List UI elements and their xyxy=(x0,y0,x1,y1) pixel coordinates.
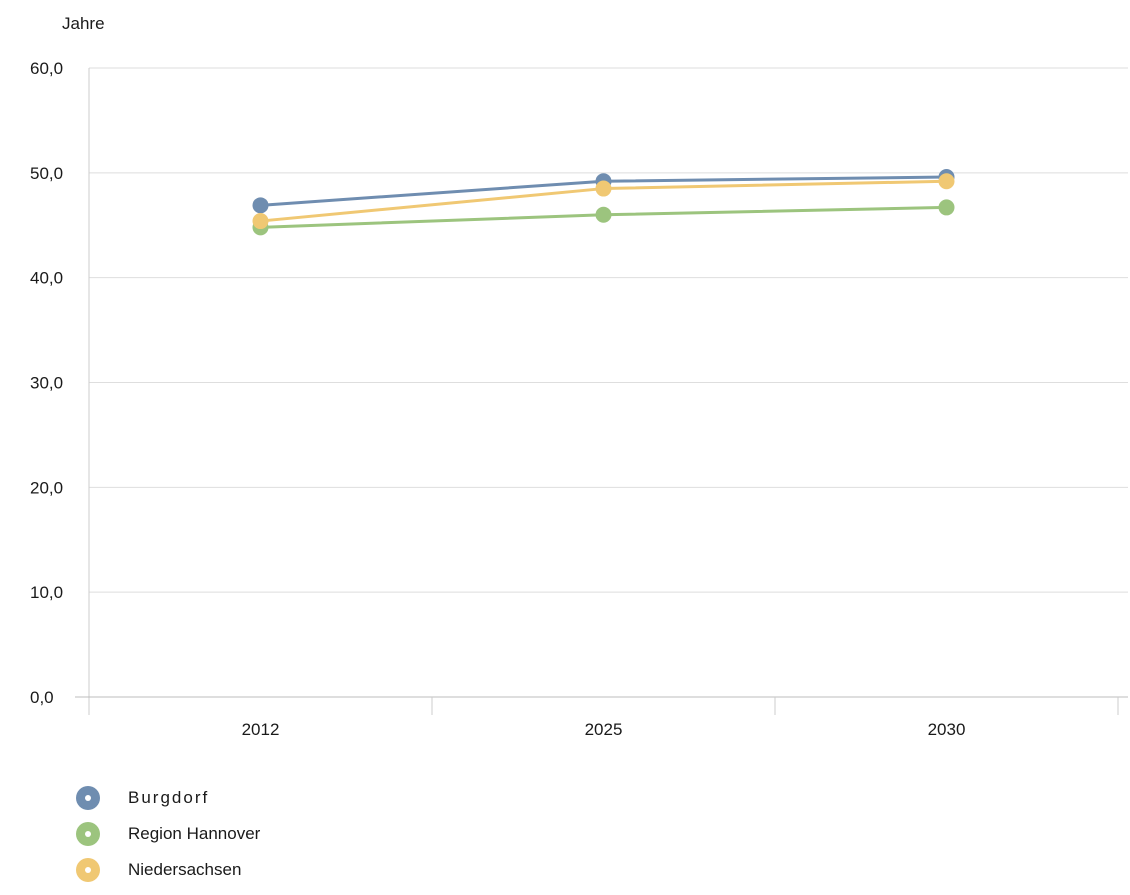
series-1 xyxy=(252,199,955,236)
data-point[interactable] xyxy=(595,180,612,197)
y-tick-label: 40,0 xyxy=(30,269,63,288)
legend-marker-burgdorf xyxy=(76,786,100,810)
x-tick-labels: 2012 2025 2030 xyxy=(242,720,966,739)
x-tick-label: 2025 xyxy=(585,720,623,739)
legend-item-burgdorf[interactable]: Burgdorf xyxy=(76,780,260,816)
x-tick-label: 2030 xyxy=(928,720,966,739)
y-tick-label: 10,0 xyxy=(30,583,63,602)
data-point[interactable] xyxy=(938,199,955,216)
x-tick-label: 2012 xyxy=(242,720,280,739)
data-point[interactable] xyxy=(595,206,612,223)
y-tick-label: 0,0 xyxy=(30,688,54,707)
data-point[interactable] xyxy=(252,213,269,230)
y-tick-label: 50,0 xyxy=(30,164,63,183)
series-2 xyxy=(252,173,955,230)
legend: Burgdorf Region Hannover Niedersachsen xyxy=(76,780,260,888)
gridlines xyxy=(89,67,1128,593)
series-lines xyxy=(252,169,955,236)
line-chart: Jahre 0,010,020,030,040,050,060,0 2012 20… xyxy=(30,14,1128,739)
legend-item-niedersachsen[interactable]: Niedersachsen xyxy=(76,852,260,888)
legend-label-region-hannover: Region Hannover xyxy=(128,824,261,843)
y-axis-unit-label: Jahre xyxy=(62,14,105,33)
legend-item-region-hannover[interactable]: Region Hannover xyxy=(76,816,260,852)
legend-label-burgdorf: Burgdorf xyxy=(128,788,210,807)
data-point[interactable] xyxy=(252,197,269,214)
legend-marker-niedersachsen xyxy=(76,858,100,882)
y-tick-label: 30,0 xyxy=(30,374,63,393)
y-tick-labels: 0,0 10,0 20,0 30,0 40,0 50,0 60,0 xyxy=(30,59,63,707)
y-tick-label: 60,0 xyxy=(30,59,63,78)
y-tick-label: 20,0 xyxy=(30,478,63,497)
legend-label-niedersachsen: Niedersachsen xyxy=(128,860,242,879)
axes xyxy=(75,68,1128,715)
data-point[interactable] xyxy=(938,173,955,190)
legend-marker-region-hannover xyxy=(76,822,100,846)
